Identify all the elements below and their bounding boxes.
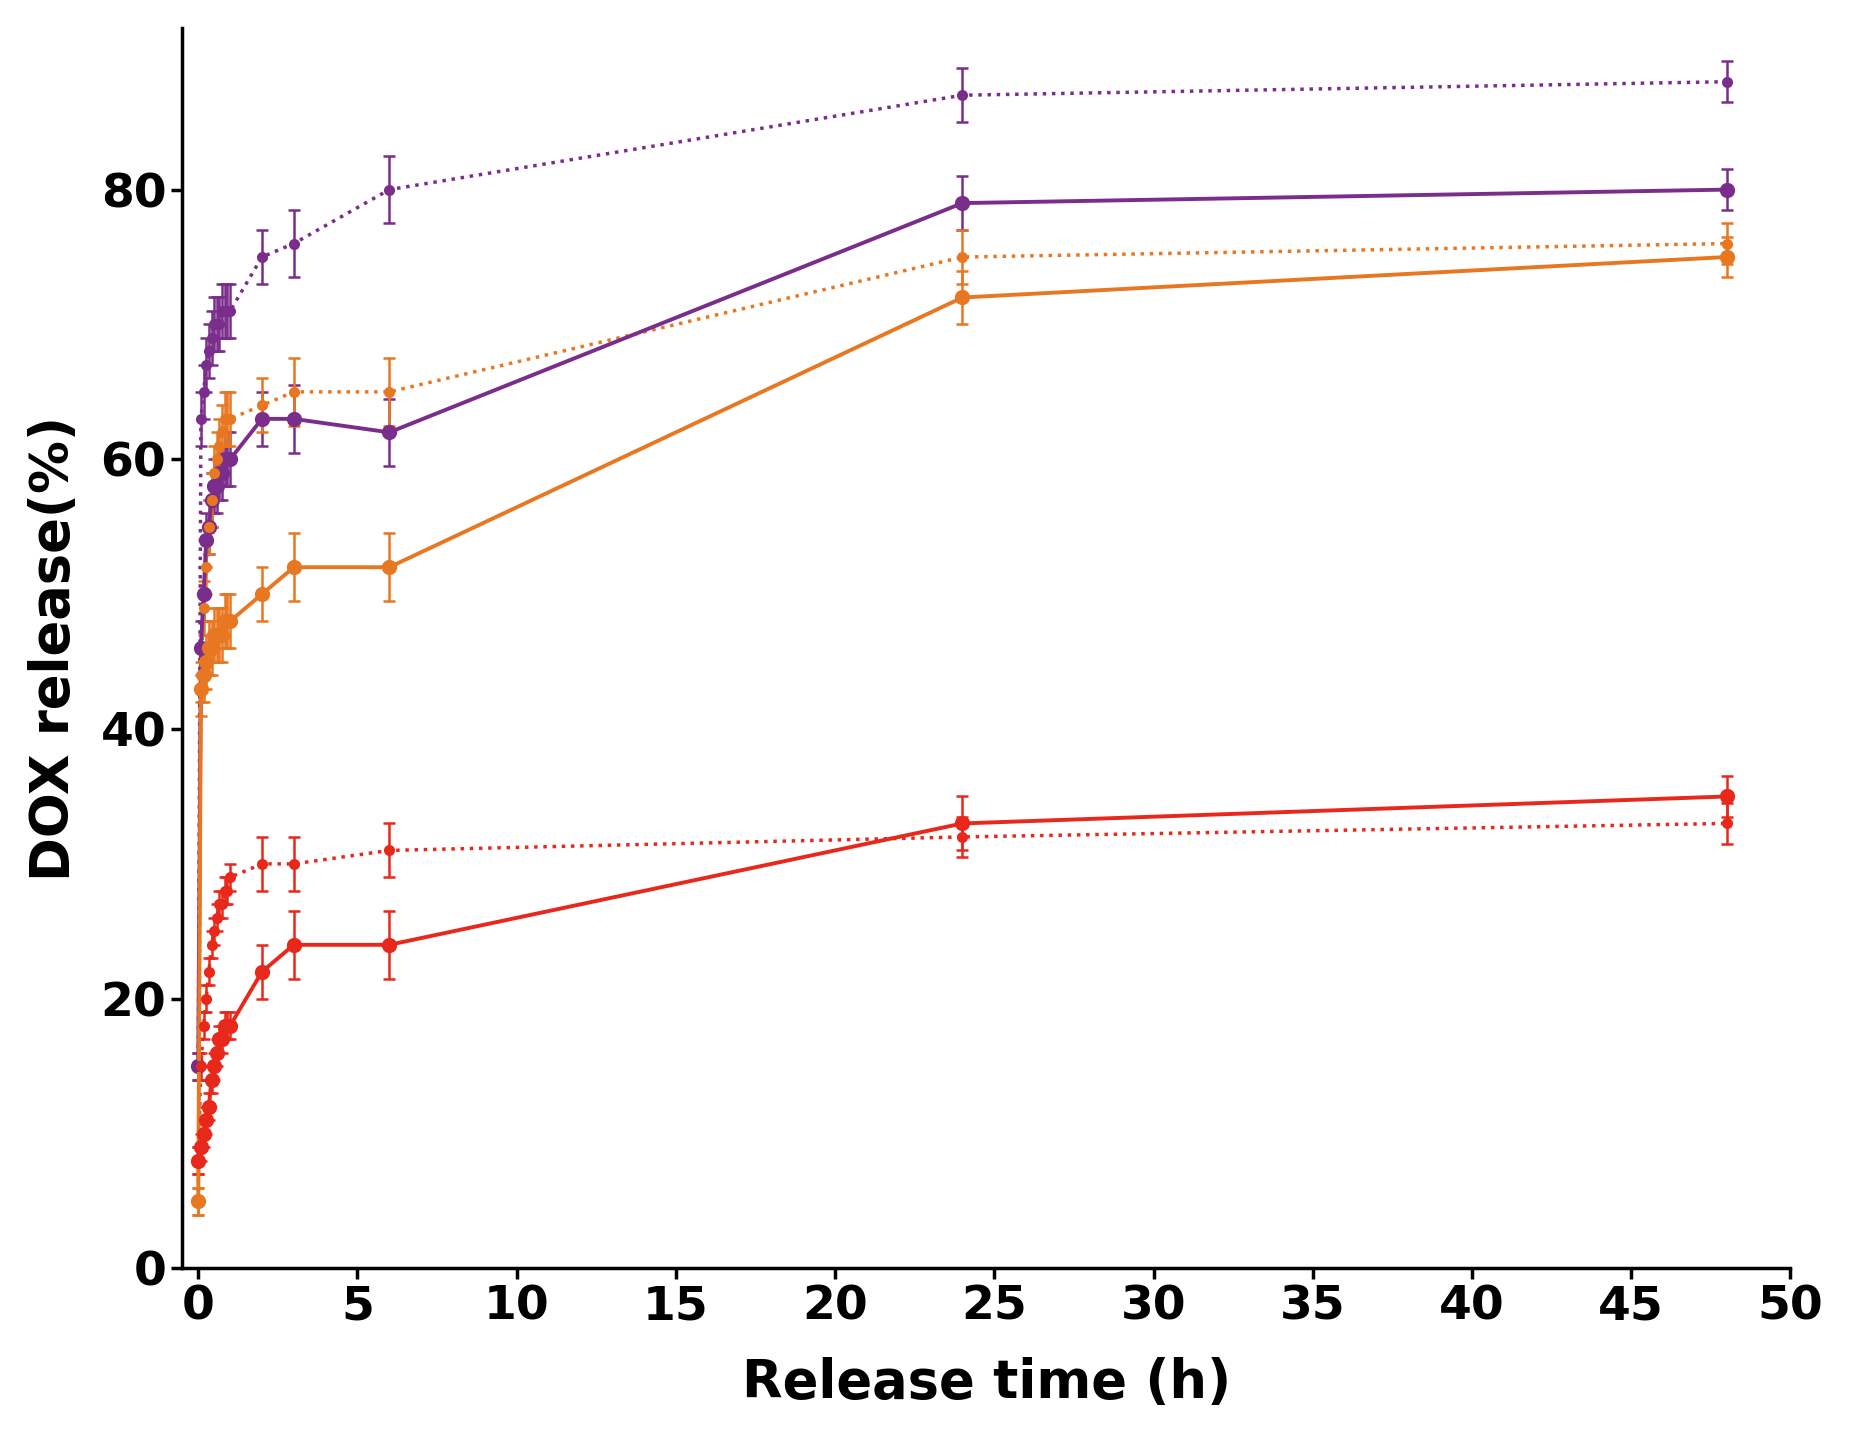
X-axis label: Release time (h): Release time (h) — [742, 1357, 1231, 1410]
Y-axis label: DOX release(%): DOX release(%) — [28, 415, 80, 881]
